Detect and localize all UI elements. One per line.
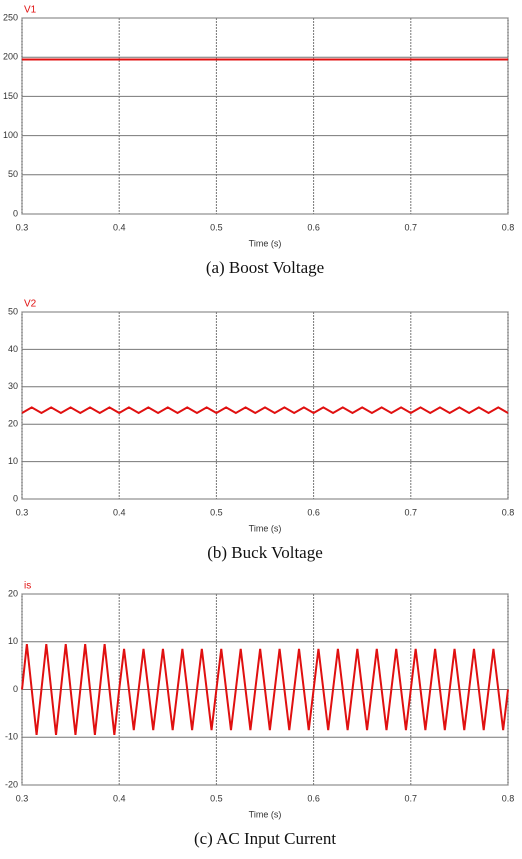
series-name: is xyxy=(24,581,31,592)
y-tick-label: 20 xyxy=(8,588,18,598)
x-tick-label: 0.3 xyxy=(16,793,29,803)
x-tick-label: 0.7 xyxy=(405,507,418,517)
x-tick-label: 0.4 xyxy=(113,222,126,232)
y-tick-label: -20 xyxy=(5,779,18,789)
y-tick-label: 20 xyxy=(8,419,18,429)
x-tick-label: 0.5 xyxy=(210,507,223,517)
y-tick-label: 50 xyxy=(8,169,18,179)
y-tick-label: 10 xyxy=(8,636,18,646)
plot-area xyxy=(21,17,509,215)
x-tick-label: 0.6 xyxy=(307,793,320,803)
x-tick-label: 0.7 xyxy=(405,793,418,803)
caption: (a) Boost Voltage xyxy=(206,258,324,277)
caption: (b) Buck Voltage xyxy=(207,543,323,562)
x-tick-label: 0.6 xyxy=(307,222,320,232)
x-tick-label: 0.8 xyxy=(502,793,515,803)
y-tick-label: -10 xyxy=(5,732,18,742)
x-tick-label: 0.5 xyxy=(210,222,223,232)
y-tick-label: 150 xyxy=(3,91,18,101)
x-axis-label: Time (s) xyxy=(249,238,282,248)
plot-area xyxy=(21,311,509,500)
caption: (c) AC Input Current xyxy=(194,829,336,848)
x-axis-label: Time (s) xyxy=(249,523,282,533)
x-tick-label: 0.3 xyxy=(16,507,29,517)
x-tick-label: 0.4 xyxy=(113,793,126,803)
y-tick-label: 10 xyxy=(8,456,18,466)
y-tick-label: 50 xyxy=(8,306,18,316)
x-tick-label: 0.8 xyxy=(502,222,515,232)
x-tick-label: 0.4 xyxy=(113,507,126,517)
x-tick-label: 0.3 xyxy=(16,222,29,232)
series-name: V1 xyxy=(24,5,37,16)
x-axis-label: Time (s) xyxy=(249,809,282,819)
x-tick-label: 0.5 xyxy=(210,793,223,803)
series-line xyxy=(21,644,509,735)
y-tick-label: 0 xyxy=(13,208,18,218)
y-tick-label: 30 xyxy=(8,381,18,391)
y-tick-label: 250 xyxy=(3,12,18,22)
x-tick-label: 0.7 xyxy=(405,222,418,232)
x-tick-label: 0.8 xyxy=(502,507,515,517)
y-tick-label: 200 xyxy=(3,52,18,62)
x-tick-label: 0.6 xyxy=(307,507,320,517)
y-tick-label: 0 xyxy=(13,684,18,694)
y-tick-label: 100 xyxy=(3,130,18,140)
series-line xyxy=(21,406,509,415)
y-tick-label: 0 xyxy=(13,493,18,503)
series-name: V2 xyxy=(24,299,37,310)
y-tick-label: 40 xyxy=(8,344,18,354)
